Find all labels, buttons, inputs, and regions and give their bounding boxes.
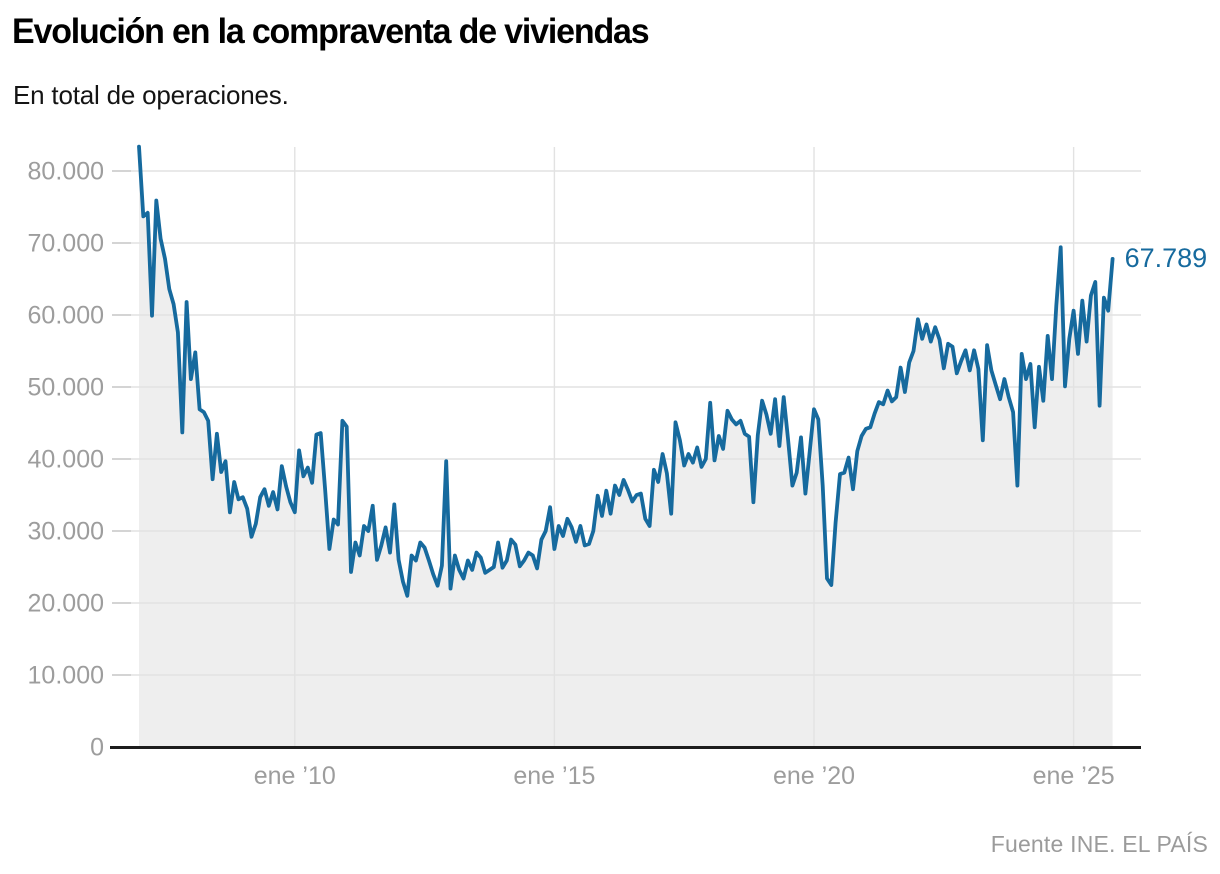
y-axis-label: 20.000	[28, 590, 104, 618]
y-axis-label: 0	[90, 734, 104, 762]
y-axis-label: 60.000	[28, 302, 104, 330]
x-axis-label: ene ’15	[513, 762, 595, 790]
series-area-fill	[139, 146, 1113, 748]
y-axis-label: 50.000	[28, 374, 104, 402]
last-value-label: 67.789	[1125, 243, 1208, 273]
y-axis-label: 30.000	[28, 518, 104, 546]
x-axis-label: ene ’10	[254, 762, 336, 790]
x-axis-label: ene ’25	[1033, 762, 1115, 790]
x-axis-label: ene ’20	[773, 762, 855, 790]
y-axis-label: 10.000	[28, 662, 104, 690]
y-axis-label: 70.000	[28, 230, 104, 258]
y-axis-label: 40.000	[28, 446, 104, 474]
page-subtitle: En total de operaciones.	[13, 80, 289, 110]
y-axis-label: 80.000	[28, 158, 104, 186]
series-line	[137, 144, 1115, 598]
source-credit: Fuente INE. EL PAÍS	[990, 831, 1208, 857]
page-title: Evolución en la compraventa de viviendas	[12, 12, 650, 51]
